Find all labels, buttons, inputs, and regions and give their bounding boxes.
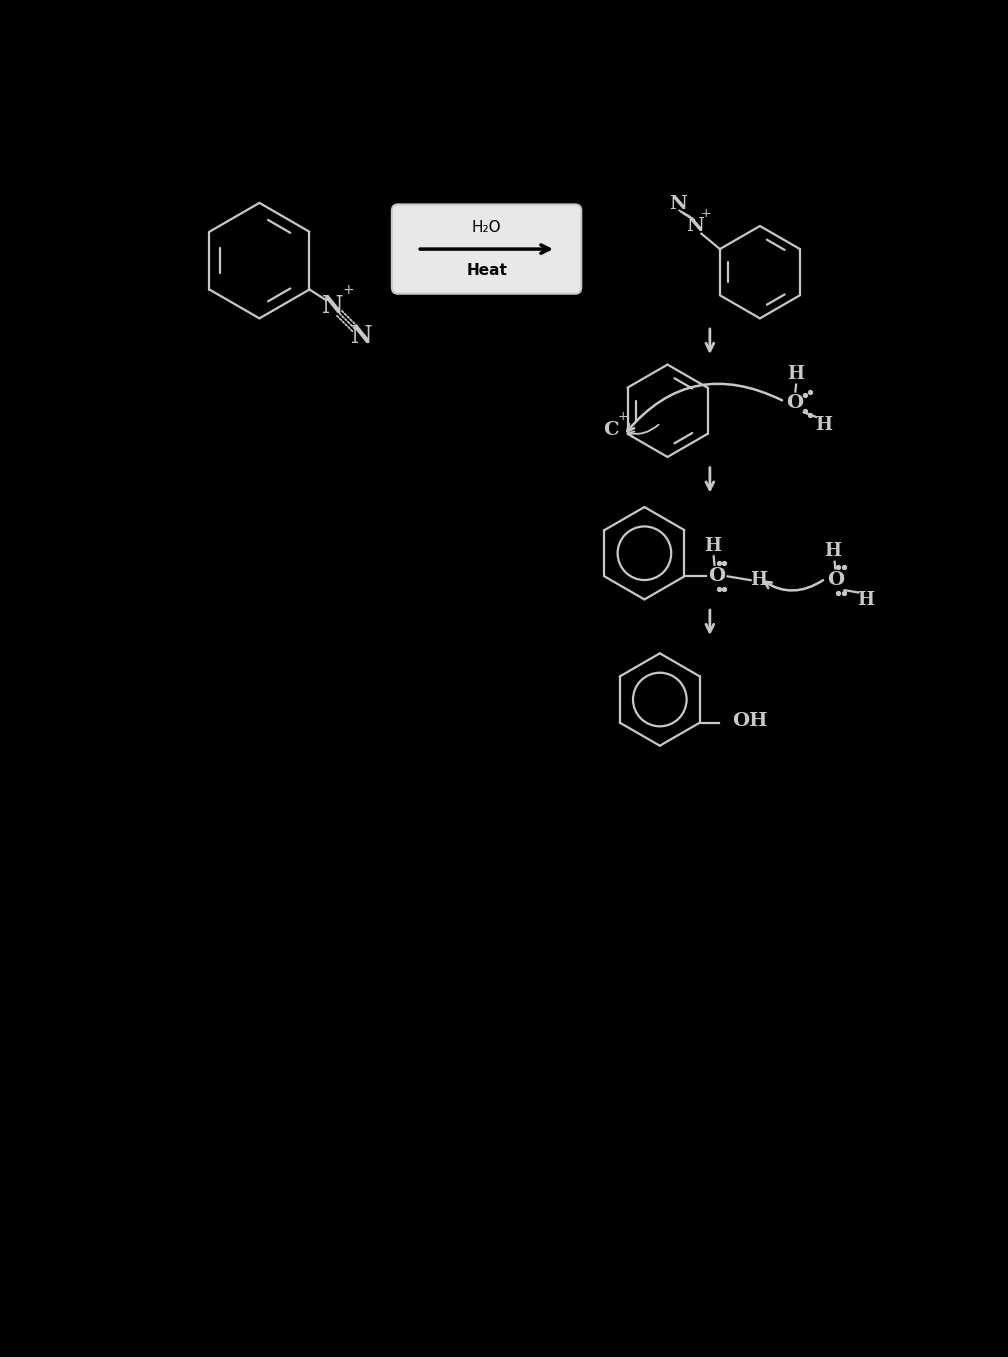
Text: H: H <box>787 365 804 383</box>
Text: C: C <box>603 421 618 440</box>
Text: H: H <box>857 592 874 609</box>
Text: H: H <box>815 415 833 434</box>
Text: H: H <box>824 541 841 560</box>
Text: H: H <box>750 571 767 589</box>
Text: N: N <box>322 294 344 319</box>
Text: Heat: Heat <box>466 263 507 278</box>
Text: N: N <box>669 195 687 213</box>
Text: +: + <box>701 208 712 220</box>
Text: N: N <box>351 324 373 347</box>
Text: +: + <box>342 282 354 297</box>
Text: O: O <box>828 571 845 589</box>
FancyBboxPatch shape <box>392 205 582 293</box>
Text: N: N <box>686 217 705 235</box>
Text: H₂O: H₂O <box>472 220 501 235</box>
Text: O: O <box>786 394 803 413</box>
Text: +: + <box>618 410 628 422</box>
Text: OH: OH <box>732 712 768 730</box>
Text: O: O <box>709 567 726 585</box>
Text: H: H <box>705 536 722 555</box>
